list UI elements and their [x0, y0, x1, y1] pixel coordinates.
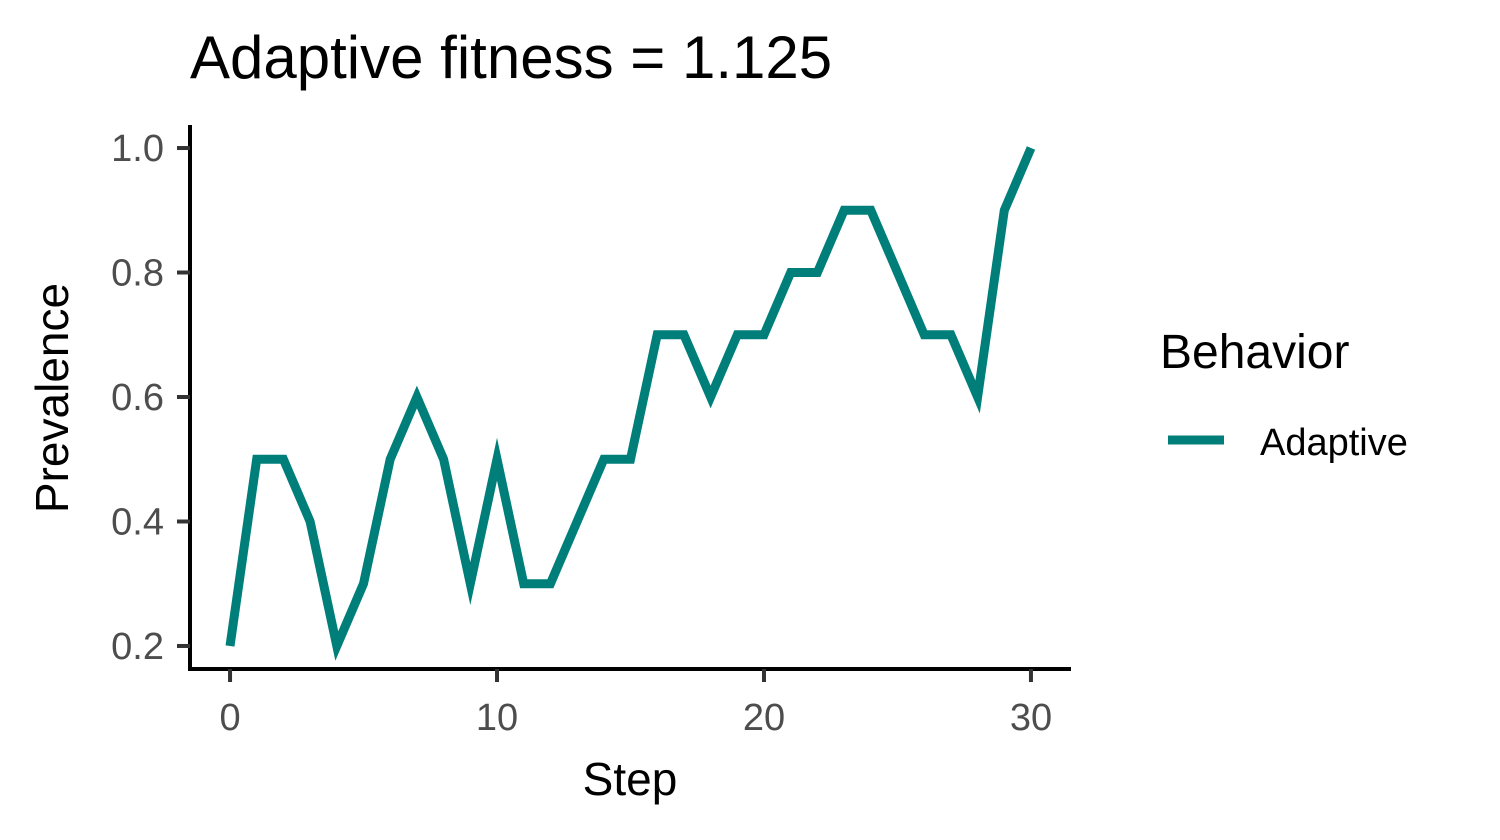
y-tick-label: 1.0 — [111, 128, 164, 170]
y-tick-label: 0.6 — [111, 377, 164, 419]
legend-title: Behavior — [1160, 326, 1349, 379]
y-tick-label: 0.2 — [111, 626, 164, 668]
x-axis-title: Step — [583, 753, 678, 805]
legend-label-adaptive: Adaptive — [1260, 422, 1408, 464]
y-axis-ticks: 0.2 0.4 0.6 0.8 1.0 — [111, 128, 190, 668]
x-tick-label: 20 — [743, 697, 785, 739]
y-tick-label: 0.4 — [111, 501, 164, 543]
plot-area: 0.2 0.4 0.6 0.8 1.0 0 10 20 30 — [111, 125, 1071, 739]
series-layer — [225, 146, 1036, 661]
y-axis-title: Prevalence — [26, 283, 78, 513]
x-tick-label: 30 — [1010, 697, 1052, 739]
series-line-adaptive — [225, 146, 1036, 661]
legend: Behavior Adaptive — [1160, 326, 1408, 464]
x-tick-label: 0 — [219, 697, 240, 739]
chart-title: Adaptive fitness = 1.125 — [190, 24, 832, 91]
x-axis-ticks: 0 10 20 30 — [219, 669, 1052, 739]
y-tick-label: 0.8 — [111, 253, 164, 295]
x-tick-label: 10 — [476, 697, 518, 739]
